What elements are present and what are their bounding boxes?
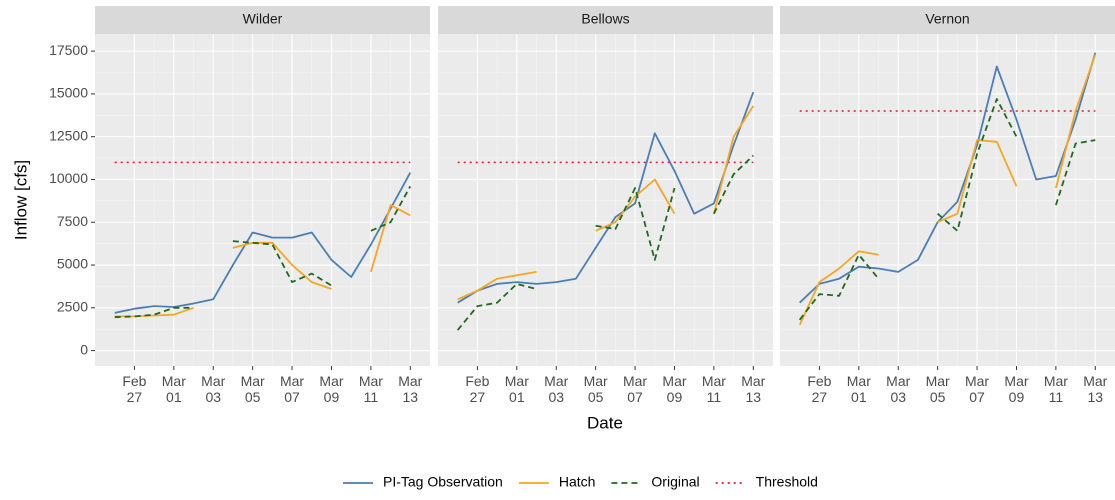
series-line — [114, 185, 412, 319]
x-tick-label: Mar 09 — [319, 373, 343, 405]
panel-background — [438, 34, 773, 366]
panel-title: Bellows — [581, 11, 629, 27]
x-tick-label: Mar 11 — [702, 373, 726, 405]
x-tick-label: Mar 01 — [162, 373, 186, 405]
series-line — [798, 98, 1096, 321]
y-tick-label: 5000 — [57, 256, 88, 272]
x-tick-label: Mar 09 — [662, 373, 686, 405]
x-tick-label: Mar 09 — [1004, 373, 1028, 405]
x-tick-label: Feb 27 — [807, 373, 831, 405]
series-line — [114, 172, 412, 314]
x-tick-label: Mar 11 — [1044, 373, 1068, 405]
series-line — [457, 91, 755, 304]
strip — [438, 6, 773, 34]
series-line — [798, 54, 1097, 326]
x-tick-label: Mar 03 — [886, 373, 910, 405]
x-axis-title: Date — [587, 413, 623, 432]
legend-label: Hatch — [559, 474, 596, 490]
y-tick-label: 12500 — [49, 127, 88, 143]
y-tick-label: 2500 — [57, 299, 88, 315]
x-tick-label: Mar 13 — [398, 373, 422, 405]
legend-label: Original — [651, 474, 699, 490]
series-line — [799, 52, 1097, 304]
legend-label: PI-Tag Observation — [383, 474, 503, 490]
x-tick-label: Mar 07 — [965, 373, 989, 405]
x-tick-label: Feb 27 — [122, 373, 146, 405]
y-tick-label: 17500 — [49, 42, 88, 58]
y-axis-title: Inflow [cfs] — [11, 160, 30, 240]
series-line — [457, 154, 754, 331]
y-tick-label: 0 — [80, 341, 88, 357]
panel-title: Vernon — [925, 11, 969, 27]
x-tick-label: Mar 07 — [280, 373, 304, 405]
panel-title: Wilder — [243, 11, 283, 27]
x-tick-label: Mar 01 — [847, 373, 871, 405]
x-tick-label: Mar 07 — [623, 373, 647, 405]
x-tick-label: Mar 01 — [505, 373, 529, 405]
y-tick-label: 7500 — [57, 213, 88, 229]
x-tick-label: Mar 13 — [1083, 373, 1107, 405]
panel-background — [95, 34, 430, 366]
x-tick-label: Mar 05 — [584, 373, 608, 405]
strip — [95, 6, 430, 34]
x-tick-label: Mar 05 — [926, 373, 950, 405]
panel-background — [780, 34, 1115, 366]
y-tick-label: 15000 — [49, 85, 88, 101]
x-tick-label: Mar 11 — [359, 373, 383, 405]
x-tick-label: Mar 03 — [544, 373, 568, 405]
strip — [780, 6, 1115, 34]
series-line — [457, 105, 755, 301]
x-tick-label: Mar 03 — [201, 373, 225, 405]
x-tick-label: Feb 27 — [465, 373, 489, 405]
legend-label: Threshold — [756, 474, 818, 490]
x-tick-label: Mar 13 — [741, 373, 765, 405]
y-tick-label: 10000 — [49, 170, 88, 186]
x-tick-label: Mar 05 — [241, 373, 265, 405]
